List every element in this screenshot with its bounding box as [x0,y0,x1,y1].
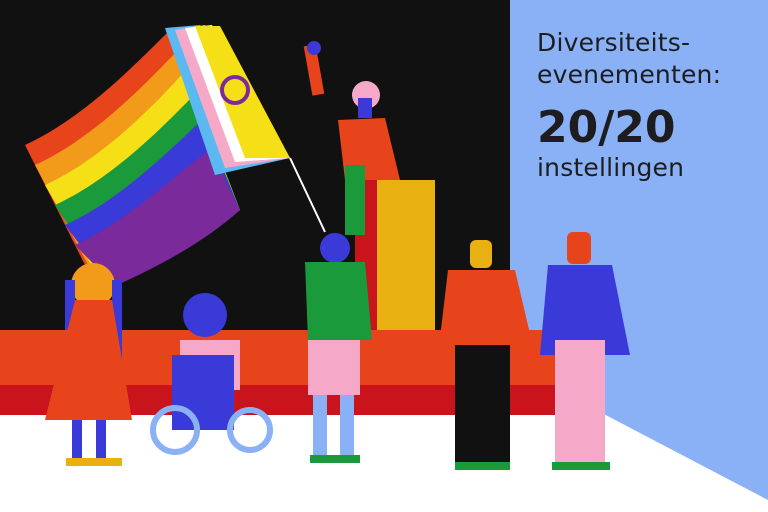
orange-shirt-figure [438,240,535,470]
progress-pride-flag [25,25,326,286]
green-shirt-figure [305,233,372,463]
headline-line-4: instellingen [537,153,685,182]
speaker-figure [303,41,400,235]
wheelchair-user-figure [150,293,273,455]
headline-line-2: evenementen: [537,60,722,89]
blue-shirt-figure [540,232,630,470]
headline-figure: 20/20 [537,102,676,153]
flag-bearer-figure [45,263,132,466]
headline-line-1: Diversiteits- [537,28,691,57]
